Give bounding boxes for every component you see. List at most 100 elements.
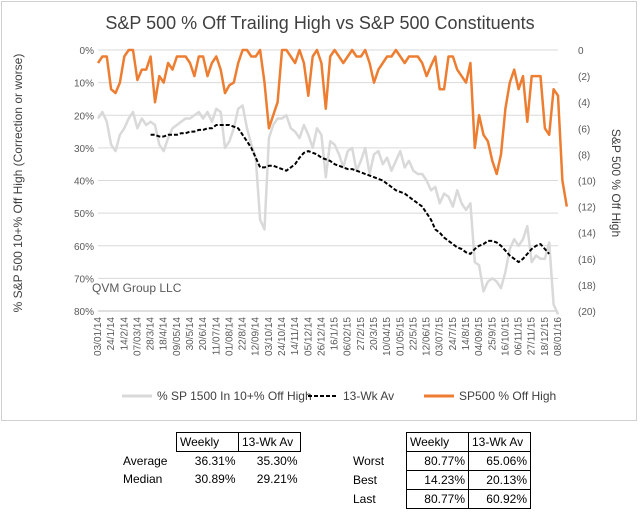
x-tick-label: 22/5/15 xyxy=(408,317,419,351)
cell-weekly: 30.89% xyxy=(194,472,236,486)
x-tick-label: 14/8/15 xyxy=(461,317,472,351)
right-tick-label: (20) xyxy=(578,307,596,318)
table-row: Average 36.31% 35.30% xyxy=(120,452,301,471)
x-tick-label: 24/10/14 xyxy=(277,317,288,356)
watermark: QVM Group LLC xyxy=(92,281,182,295)
series-line-1 xyxy=(150,124,550,264)
header-13wk: 13-Wk Av xyxy=(468,432,531,452)
cell-weekly: 14.23% xyxy=(406,470,469,490)
right-tick-label: (2) xyxy=(578,72,590,83)
chart-title: S&P 500 % Off Trailing High vs S&P 500 C… xyxy=(105,13,534,33)
x-tick-label: 24/7/15 xyxy=(448,317,459,351)
left-tick-label: 80% xyxy=(74,307,94,318)
right-axis-label: S&P 500 % Off High xyxy=(609,129,623,237)
x-tick-label: 11/07/14 xyxy=(211,317,222,356)
right-tick-label: (10) xyxy=(578,177,596,188)
x-tick-label: 10/04/15 xyxy=(382,317,393,356)
cell-weekly: 36.31% xyxy=(194,454,236,468)
x-tick-label: 20/3/15 xyxy=(369,317,380,351)
right-tick-label: (16) xyxy=(578,255,596,266)
x-tick-label: 12/09/14 xyxy=(251,317,262,356)
table-row: Last 80.77% 60.92% xyxy=(350,489,531,509)
x-tick-label: 06/02/15 xyxy=(343,317,354,356)
left-tick-label: 60% xyxy=(74,242,94,253)
series-line-0 xyxy=(96,104,560,315)
left-axis-ticks: 0% 10% 20% 30% 40% 50% 60% 70% 80% xyxy=(74,46,94,318)
right-tick-label: (8) xyxy=(578,150,590,161)
x-tick-label: 27/2/15 xyxy=(356,317,367,351)
table-row: Weekly 13-Wk Av xyxy=(120,432,301,452)
stats-table-right: Weekly 13-Wk Av Worst 80.77% 65.06% Best… xyxy=(350,432,531,509)
x-tick-label: 07/03/14 xyxy=(132,317,143,356)
right-tick-label: (14) xyxy=(578,229,596,240)
row-label: Worst xyxy=(353,454,385,468)
x-tick-label: 14/11/14 xyxy=(290,317,301,356)
series-layer xyxy=(96,48,569,315)
series-line-2 xyxy=(96,48,569,207)
x-tick-label: 18/12/15 xyxy=(540,317,551,356)
left-tick-label: 20% xyxy=(74,111,94,122)
x-tick-label: 05/12/14 xyxy=(303,317,314,356)
cell-weekly: 80.77% xyxy=(406,451,469,471)
x-tick-label: 03/01/14 xyxy=(93,317,104,356)
x-tick-label: 25/9/15 xyxy=(487,317,498,351)
cell-weekly: 80.77% xyxy=(406,489,469,509)
x-tick-label: 22/8/14 xyxy=(238,317,249,351)
x-tick-label: 26/12/14 xyxy=(316,317,327,356)
row-label: Median xyxy=(123,472,163,486)
left-tick-label: 40% xyxy=(74,177,94,188)
stats-table-left: Weekly 13-Wk Av Average 36.31% 35.30% Me… xyxy=(120,432,301,488)
right-tick-label: 0 xyxy=(578,46,584,57)
x-tick-label: 14/2/14 xyxy=(119,317,130,351)
right-axis-ticks: 0 (2) (4) (6) (8) (10) (12) (14) (16) (18) (20) xyxy=(578,46,596,318)
x-tick-label: 27/11/15 xyxy=(527,317,538,356)
header-13wk: 13-Wk Av xyxy=(238,432,301,452)
cell-13wk: 60.92% xyxy=(468,489,531,509)
left-axis-label: % S&P 500 10+% Off High (Correction or w… xyxy=(11,54,25,313)
x-tick-label: 03/10/14 xyxy=(264,317,275,356)
x-tick-label: 06/11/15 xyxy=(514,317,525,356)
x-tick-label: 08/01/16 xyxy=(553,317,564,356)
legend-label-gray: % SP 1500 In 10+% Off High xyxy=(157,389,312,403)
table-row: Best 14.23% 20.13% xyxy=(350,470,531,490)
x-tick-label: 01/05/15 xyxy=(395,317,406,356)
chart-svg: S&P 500 % Off Trailing High vs S&P 500 C… xyxy=(11,13,623,403)
x-tick-label: 03/07/15 xyxy=(435,317,446,356)
left-tick-label: 0% xyxy=(80,46,95,57)
x-tick-label: 09/05/14 xyxy=(172,317,183,356)
x-tick-label: 24/1/14 xyxy=(106,317,117,351)
cell-13wk: 35.30% xyxy=(256,454,298,468)
x-tick-label: 28/3/14 xyxy=(146,317,157,351)
grid xyxy=(98,49,558,312)
table-row: Weekly 13-Wk Av xyxy=(350,432,531,452)
x-tick-label: 16/10/15 xyxy=(500,317,511,356)
right-tick-label: (18) xyxy=(578,281,596,292)
cell-13wk: 20.13% xyxy=(468,470,531,490)
right-tick-label: (12) xyxy=(578,203,596,214)
row-label: Last xyxy=(353,492,376,506)
row-label: Average xyxy=(123,453,168,468)
row-label: Best xyxy=(353,473,378,487)
table-row: Worst 80.77% 65.06% xyxy=(350,451,531,471)
x-tick-label: 18/4/14 xyxy=(159,317,170,351)
legend: % SP 1500 In 10+% Off High 13-Wk Av SP50… xyxy=(122,389,556,403)
cell-13wk: 65.06% xyxy=(468,451,531,471)
chart-frame xyxy=(1,1,637,421)
header-weekly: Weekly xyxy=(406,432,469,452)
x-tick-label: 30/5/14 xyxy=(185,317,196,351)
right-tick-label: (4) xyxy=(578,98,590,109)
left-tick-label: 50% xyxy=(74,209,94,220)
header-weekly: Weekly xyxy=(176,432,239,452)
legend-label-orange: SP500 % Off High xyxy=(459,389,556,403)
right-tick-label: (6) xyxy=(578,124,590,135)
x-axis-ticks: 03/01/14 24/1/14 14/2/14 07/03/14 28/3/14 18/… xyxy=(93,317,564,356)
left-tick-label: 10% xyxy=(74,79,94,90)
table-row: Median 30.89% 29.21% xyxy=(120,470,301,488)
x-tick-label: 20/6/14 xyxy=(198,317,209,351)
left-tick-label: 30% xyxy=(74,144,94,155)
x-tick-label: 12/06/15 xyxy=(422,317,433,356)
x-tick-label: 04/09/15 xyxy=(474,317,485,356)
x-tick-label: 16/1/15 xyxy=(330,317,341,351)
legend-label-black: 13-Wk Av xyxy=(343,389,394,403)
left-tick-label: 70% xyxy=(74,274,94,285)
